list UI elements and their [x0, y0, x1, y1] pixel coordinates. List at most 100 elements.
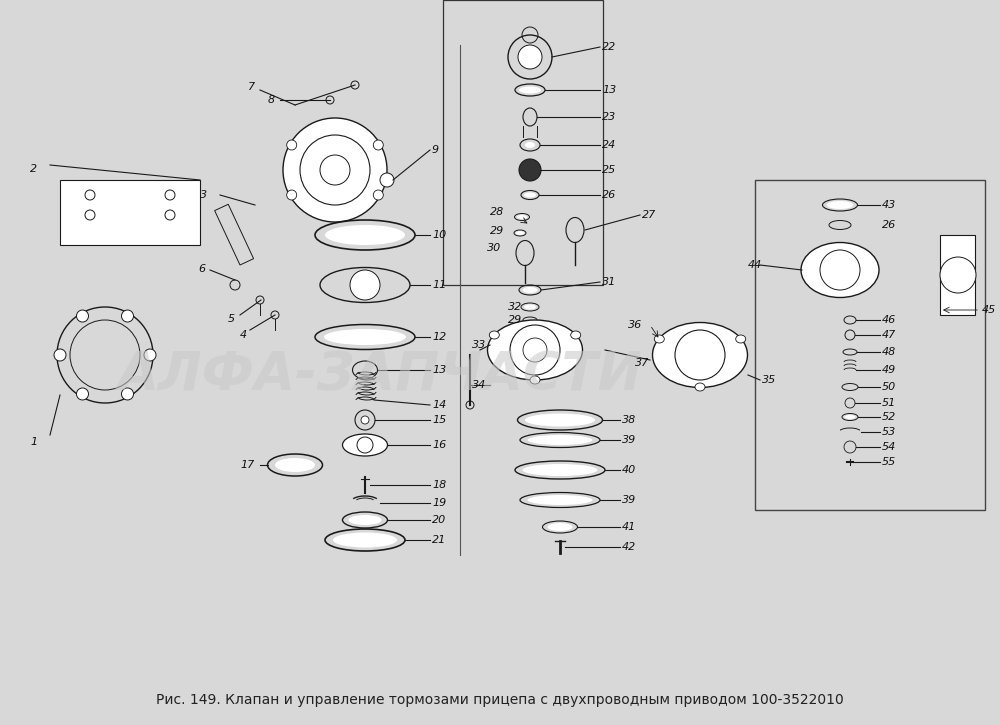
Text: 45: 45: [982, 305, 996, 315]
Text: 8: 8: [268, 95, 275, 105]
Ellipse shape: [524, 193, 536, 197]
Ellipse shape: [524, 304, 536, 310]
Text: 44: 44: [748, 260, 762, 270]
Circle shape: [350, 270, 380, 300]
Circle shape: [510, 325, 560, 375]
Ellipse shape: [801, 242, 879, 297]
Text: 36: 36: [628, 320, 642, 330]
Bar: [215, 204, 254, 265]
Ellipse shape: [324, 329, 406, 345]
Text: 30: 30: [487, 243, 501, 253]
Text: Рис. 149. Клапан и управление тормозами прицепа с двухпроводным приводом 100-352: Рис. 149. Клапан и управление тормозами …: [156, 693, 844, 707]
Text: 52: 52: [882, 412, 896, 422]
Text: 51: 51: [882, 398, 896, 408]
Text: 21: 21: [432, 535, 446, 545]
Ellipse shape: [342, 434, 388, 456]
Text: 31: 31: [602, 277, 616, 287]
Ellipse shape: [519, 86, 541, 94]
Bar: [940, 235, 975, 315]
Text: 14: 14: [432, 400, 446, 410]
Text: 32: 32: [508, 302, 522, 312]
Text: 4: 4: [240, 330, 247, 340]
Text: 39: 39: [622, 435, 636, 445]
Text: 20: 20: [432, 515, 446, 525]
Text: 38: 38: [622, 415, 636, 425]
Text: 43: 43: [882, 200, 896, 210]
Text: 35: 35: [762, 375, 776, 385]
Text: 50: 50: [882, 382, 896, 392]
Bar: [755, 180, 985, 510]
Ellipse shape: [548, 523, 572, 531]
Circle shape: [283, 118, 387, 222]
Ellipse shape: [525, 142, 535, 148]
Ellipse shape: [522, 464, 598, 476]
Circle shape: [518, 45, 542, 69]
Text: 55: 55: [882, 457, 896, 467]
Text: 12: 12: [432, 332, 446, 342]
Text: 24: 24: [602, 140, 616, 150]
Text: 17: 17: [240, 460, 254, 470]
Ellipse shape: [519, 159, 541, 181]
Ellipse shape: [325, 225, 405, 245]
Circle shape: [523, 338, 547, 362]
Text: 49: 49: [882, 365, 896, 375]
Text: 40: 40: [622, 465, 636, 475]
Text: 37: 37: [635, 358, 649, 368]
Bar: [443, 0, 603, 285]
Circle shape: [820, 250, 860, 290]
Ellipse shape: [736, 335, 746, 343]
Ellipse shape: [530, 376, 540, 384]
Text: 25: 25: [602, 165, 616, 175]
Circle shape: [940, 257, 976, 293]
Text: 33: 33: [472, 340, 486, 350]
Text: 29: 29: [490, 226, 504, 236]
Text: 10: 10: [432, 230, 446, 240]
Text: 7: 7: [248, 82, 255, 92]
Ellipse shape: [528, 435, 592, 445]
Ellipse shape: [652, 323, 748, 387]
Text: 29: 29: [508, 315, 522, 325]
Text: 54: 54: [882, 442, 896, 452]
Circle shape: [287, 140, 297, 150]
Text: 18: 18: [432, 480, 446, 490]
Circle shape: [122, 388, 134, 400]
Circle shape: [675, 330, 725, 380]
Text: 15: 15: [432, 415, 446, 425]
Text: 16: 16: [432, 440, 446, 450]
Circle shape: [380, 173, 394, 187]
Circle shape: [320, 155, 350, 185]
Text: 3: 3: [200, 190, 207, 200]
Text: 23: 23: [602, 112, 616, 122]
Text: 22: 22: [602, 42, 616, 52]
Ellipse shape: [525, 413, 595, 426]
Text: 47: 47: [882, 330, 896, 340]
Ellipse shape: [517, 215, 527, 219]
Ellipse shape: [349, 515, 382, 525]
Text: 13: 13: [602, 85, 616, 95]
Text: 13: 13: [432, 365, 446, 375]
Text: 11: 11: [432, 280, 446, 290]
Text: 28: 28: [490, 207, 504, 217]
Text: 2: 2: [30, 164, 37, 174]
Text: 6: 6: [198, 264, 205, 274]
Text: 42: 42: [622, 542, 636, 552]
Ellipse shape: [516, 231, 524, 235]
Text: 39: 39: [622, 495, 636, 505]
Text: 53: 53: [882, 427, 896, 437]
Polygon shape: [60, 180, 200, 245]
Circle shape: [54, 349, 66, 361]
Ellipse shape: [826, 201, 854, 209]
Text: 48: 48: [882, 347, 896, 357]
Ellipse shape: [333, 532, 397, 547]
Circle shape: [122, 310, 134, 322]
Ellipse shape: [844, 415, 856, 419]
Text: 46: 46: [882, 315, 896, 325]
Circle shape: [361, 416, 369, 424]
Ellipse shape: [528, 495, 592, 505]
Text: 34: 34: [472, 380, 486, 390]
Ellipse shape: [489, 331, 499, 339]
Text: 19: 19: [432, 498, 446, 508]
Text: 5: 5: [228, 314, 235, 324]
Text: АЛФА-ЗАПЧАСТИ: АЛФА-ЗАПЧАСТИ: [118, 349, 642, 401]
Ellipse shape: [654, 335, 664, 343]
